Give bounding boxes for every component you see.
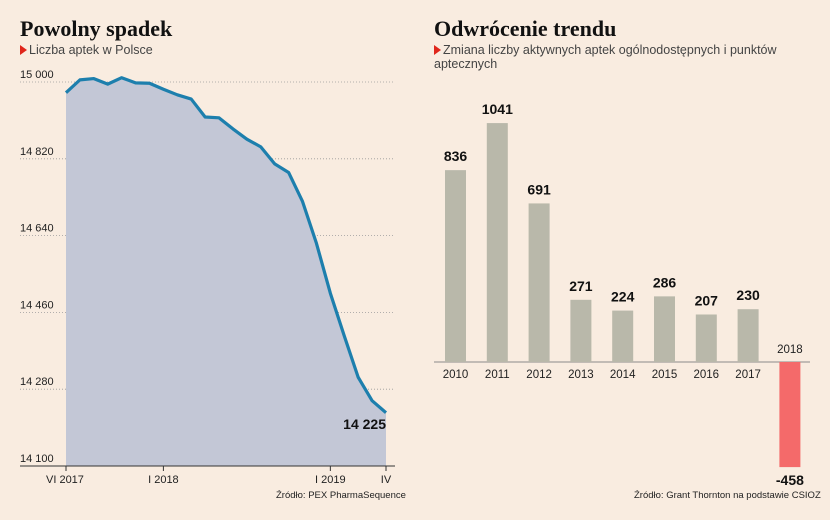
bar-category-label: 2011 xyxy=(485,369,510,381)
right-chart-title: Odwrócenie trendu xyxy=(434,16,617,41)
bars: 836 2010 1041 2011 691 2012 271 2013 224 2014 286 2… xyxy=(443,101,804,488)
bar-2016 xyxy=(695,314,717,362)
bar-category-label: 2012 xyxy=(526,369,552,381)
right-chart-subtitle-text: Zmiana liczby aktywnych aptek ogólnodost… xyxy=(434,43,777,71)
bar-value-label: 230 xyxy=(736,287,760,303)
bar-2011 xyxy=(486,123,508,362)
bar-2015 xyxy=(654,296,675,362)
area-line xyxy=(64,76,388,414)
bar-category-label: 2015 xyxy=(652,369,678,381)
bar-category-label: 2017 xyxy=(735,369,761,381)
left-chart-subtitle: Liczba aptek w Polsce xyxy=(20,43,153,57)
bar-value-label: -458 xyxy=(776,472,804,488)
left-chart-title: Powolny spadek xyxy=(20,16,173,41)
bar-value-label: 836 xyxy=(444,148,468,164)
bar-2013 xyxy=(570,299,592,362)
y-tick-label: 15 000 xyxy=(20,69,54,81)
bar-value-label: 691 xyxy=(527,181,551,197)
left-source: Źródło: PEX PharmaSequence xyxy=(276,490,406,501)
bar-value-label: 271 xyxy=(569,278,593,294)
x-tick-label: IV xyxy=(381,474,392,486)
bullet-triangle-icon xyxy=(434,45,441,55)
end-value-label: 14 225 xyxy=(343,416,386,432)
y-tick-label: 14 820 xyxy=(20,146,54,158)
area-fill xyxy=(66,77,386,466)
bar-category-label: 2018 xyxy=(777,344,803,356)
bar-value-label: 286 xyxy=(653,274,677,290)
bar-value-label: 1041 xyxy=(482,101,513,117)
bar-2017 xyxy=(737,309,759,362)
bar-2012 xyxy=(528,203,550,362)
bar-2018 xyxy=(779,362,801,468)
bar-category-label: 2010 xyxy=(443,369,469,381)
left-x-tick-labels: VI 2017 I 2018 I 2019 IV xyxy=(46,474,392,486)
bar-2014 xyxy=(612,310,634,362)
bar-2010 xyxy=(445,170,466,362)
bar-value-label: 207 xyxy=(695,292,719,308)
x-tick-label: I 2018 xyxy=(148,474,179,486)
right-source: Źródło: Grant Thornton na podstawie CSIO… xyxy=(634,490,821,501)
bar-category-label: 2013 xyxy=(568,369,594,381)
bar-category-label: 2014 xyxy=(610,369,636,381)
y-tick-label: 14 100 xyxy=(20,453,54,465)
y-tick-label: 14 280 xyxy=(20,376,54,388)
bar-category-label: 2016 xyxy=(694,369,720,381)
y-tick-label: 14 460 xyxy=(20,299,54,311)
bullet-triangle-icon xyxy=(20,45,27,55)
y-tick-label: 14 640 xyxy=(20,223,54,235)
left-x-tick-marks xyxy=(65,466,387,471)
x-tick-label: I 2019 xyxy=(315,474,346,486)
left-chart-subtitle-text: Liczba aptek w Polsce xyxy=(29,43,153,57)
bar-value-label: 224 xyxy=(611,289,635,305)
right-chart-subtitle: Zmiana liczby aktywnych aptek ogólnodost… xyxy=(434,43,830,71)
left-y-tick-labels: 15 000 14 820 14 640 14 460 14 280 14 100 xyxy=(20,69,54,465)
x-tick-label: VI 2017 xyxy=(46,474,84,486)
